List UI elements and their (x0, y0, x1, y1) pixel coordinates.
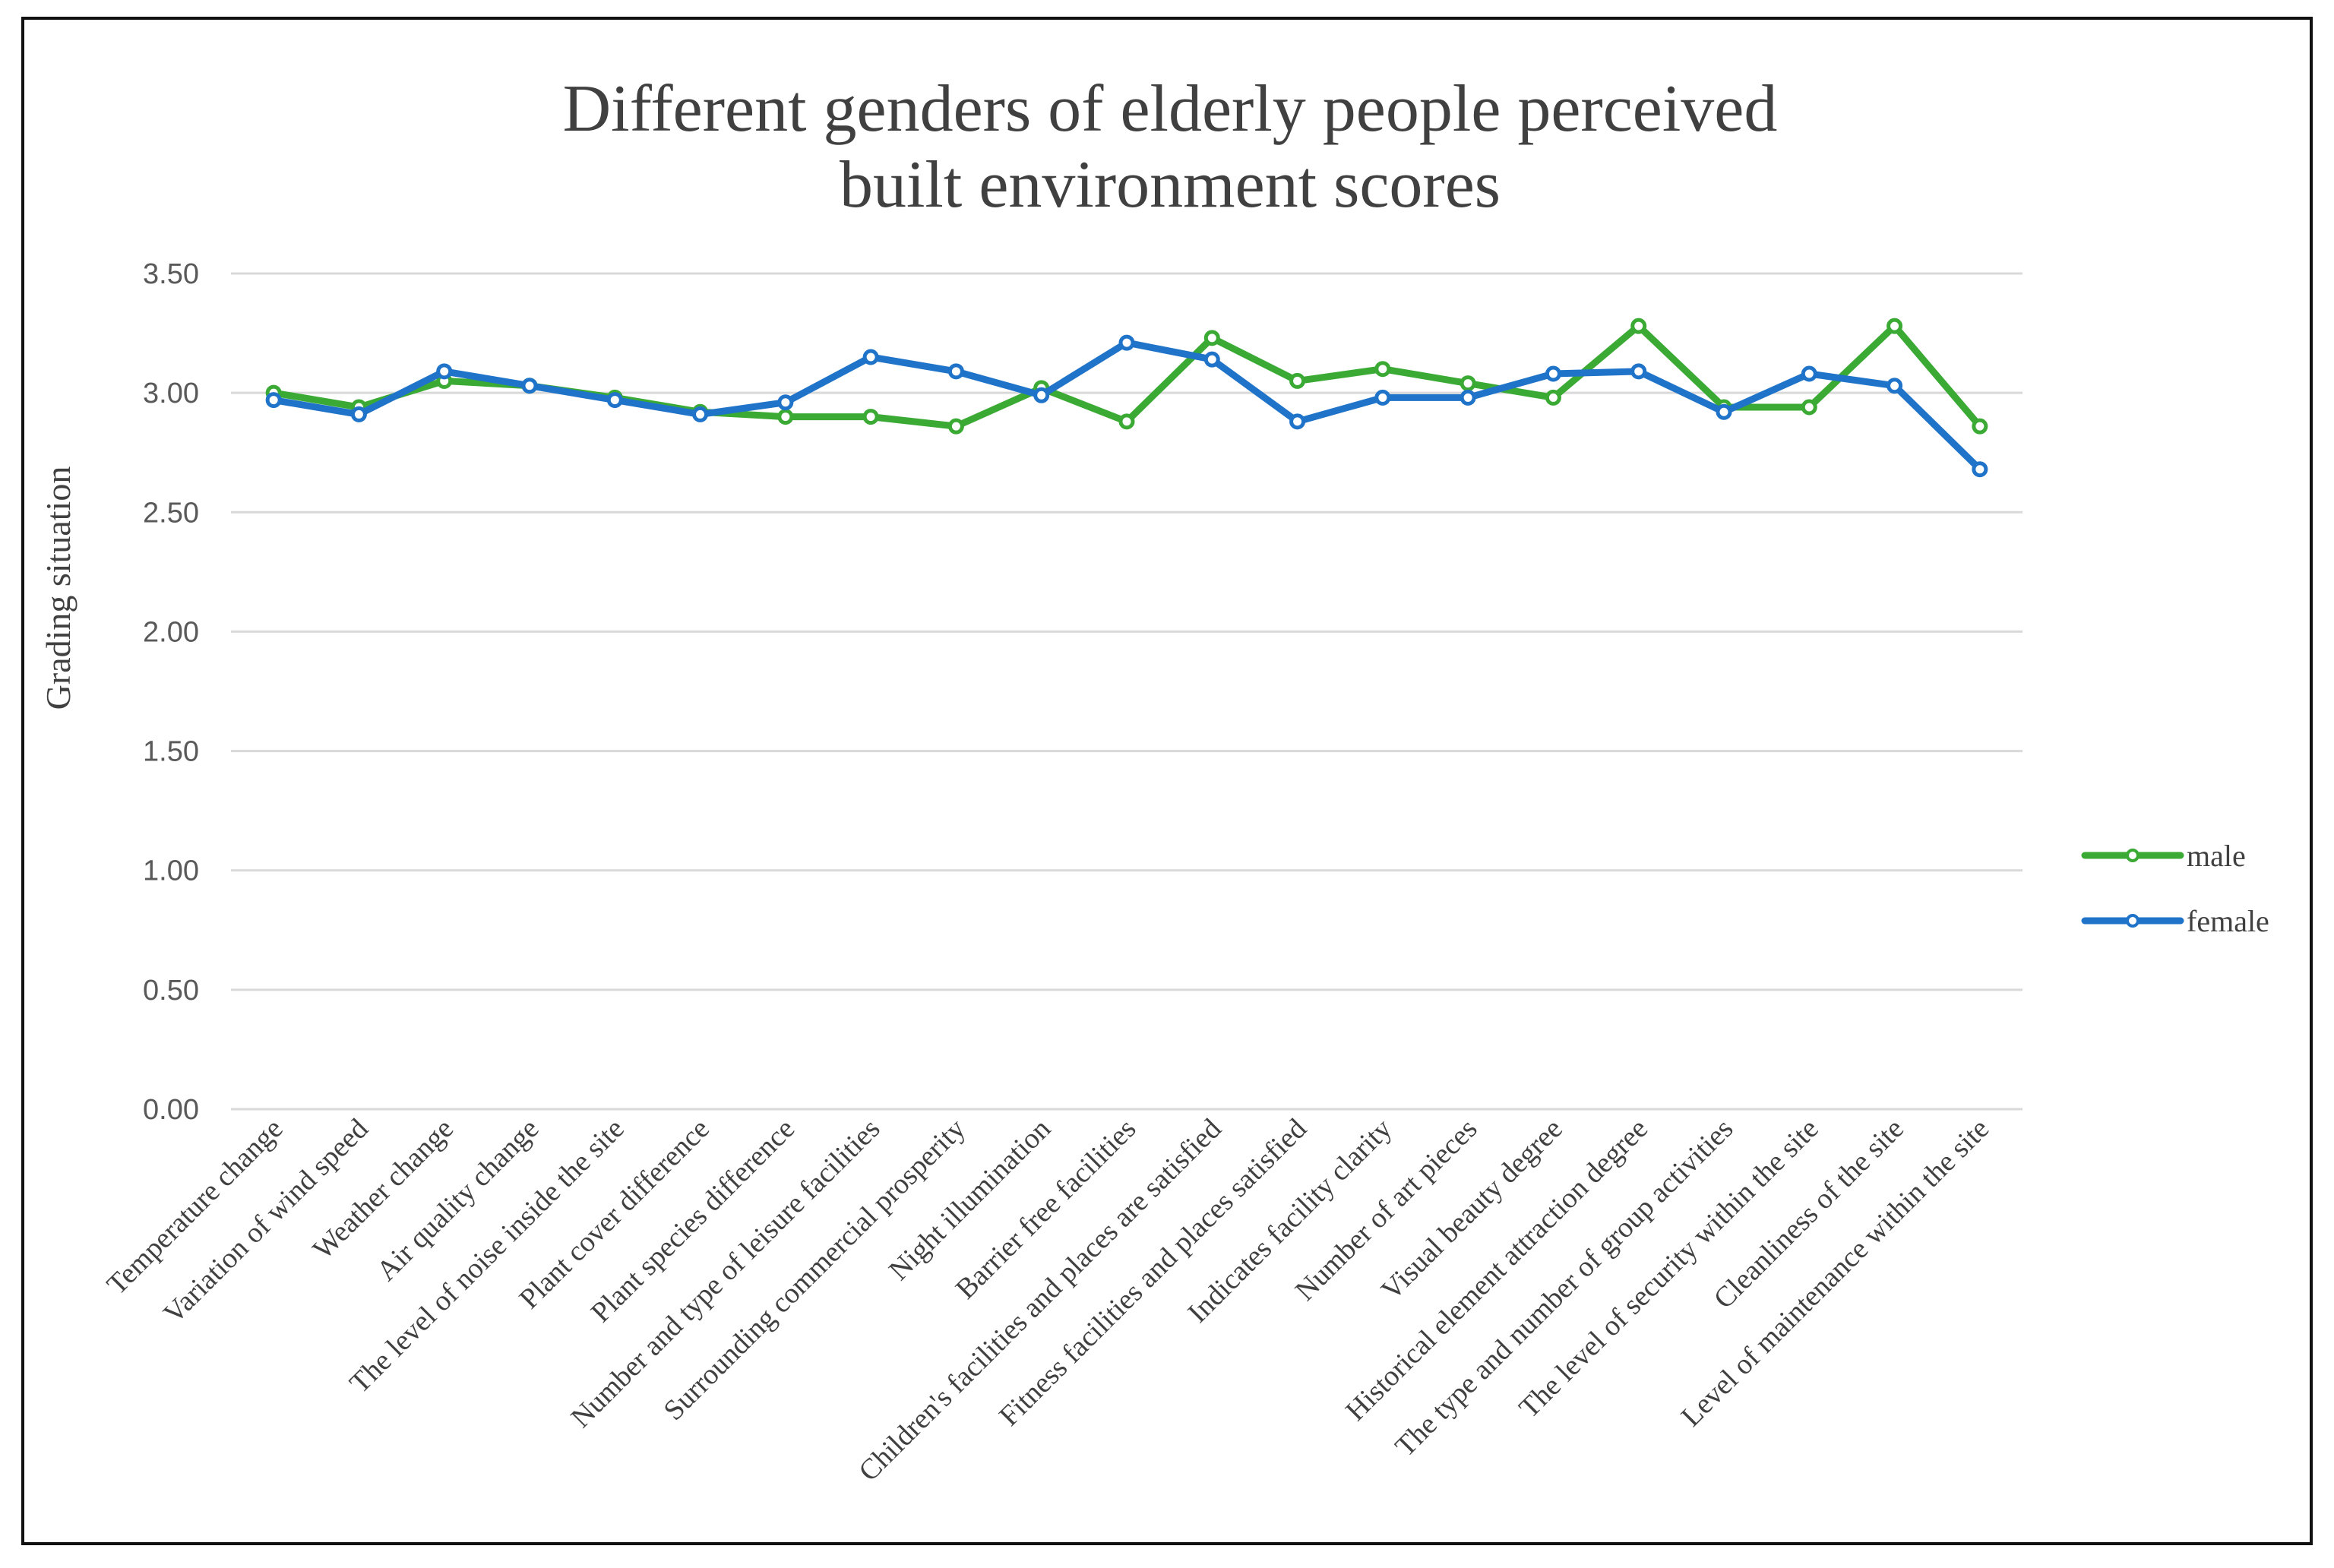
data-point-female (1460, 389, 1476, 406)
x-tick-label: Surrounding commercial prosperity (658, 1113, 972, 1427)
legend: male female (2081, 839, 2269, 938)
data-point-male (1630, 318, 1647, 334)
data-point-female (947, 363, 964, 380)
chart-title: Different genders of elderly people perc… (563, 72, 1778, 222)
data-point-female (692, 406, 709, 422)
data-point-female (1716, 403, 1732, 420)
y-tick-label: 3.50 (143, 258, 199, 290)
data-point-female (350, 406, 367, 422)
data-point-female (1118, 334, 1135, 351)
data-point-male (1545, 389, 1561, 406)
data-point-female (1374, 389, 1391, 406)
data-point-female (862, 349, 879, 365)
legend-item-female: female (2081, 904, 2269, 938)
y-axis-label: Grading situation (39, 466, 77, 710)
data-point-male (1118, 413, 1135, 430)
y-tick-label: 3.00 (143, 378, 199, 409)
data-point-male (1460, 375, 1476, 392)
legend-marker-female (2126, 914, 2140, 928)
data-point-male (947, 418, 964, 435)
legend-label-male: male (2187, 839, 2246, 873)
chart-title-line-1: Different genders of elderly people perc… (563, 72, 1778, 146)
data-point-female (436, 363, 453, 380)
legend-label-female: female (2187, 904, 2269, 938)
y-tick-label: 1.50 (143, 736, 199, 768)
data-point-male (1972, 418, 1988, 435)
data-point-female (1289, 413, 1306, 430)
x-tick-label: Level of maintenance within the site (1675, 1113, 1995, 1433)
data-point-female (777, 394, 794, 411)
data-point-male (862, 409, 879, 425)
data-point-male (777, 409, 794, 425)
y-tick-label: 2.50 (143, 497, 199, 529)
y-tick-label: 0.50 (143, 975, 199, 1007)
data-point-male (1289, 372, 1306, 389)
legend-marker-male (2126, 849, 2140, 862)
data-point-female (1972, 461, 1988, 478)
y-tick-label: 2.00 (143, 616, 199, 648)
y-axis-ticks: 0.00 0.50 1.00 1.50 2.00 2.50 3.00 3.50 (143, 258, 199, 1126)
data-point-male (1801, 399, 1817, 416)
data-point-male (1374, 361, 1391, 378)
data-point-male (1203, 330, 1220, 346)
series-lines (265, 318, 1988, 478)
data-point-female (1545, 365, 1561, 382)
x-tick-label: Night illumination (883, 1113, 1057, 1287)
y-tick-label: 1.00 (143, 855, 199, 887)
chart-title-line-2: built environment scores (840, 148, 1501, 222)
data-point-female (1630, 363, 1647, 380)
data-point-female (1801, 365, 1817, 382)
legend-item-male: male (2081, 839, 2246, 873)
x-tick-label: Fitness facilities and places satisfied (993, 1113, 1313, 1433)
data-point-female (265, 392, 282, 409)
x-tick-label: Number and type of leisure facilities (565, 1113, 887, 1434)
data-point-male (1886, 318, 1903, 334)
x-tick-label: Historical element attraction degree (1339, 1113, 1654, 1427)
y-tick-label: 0.00 (143, 1094, 199, 1126)
series-female (265, 334, 1988, 478)
data-point-female (606, 392, 623, 409)
data-point-female (1886, 378, 1903, 394)
data-point-female (1033, 387, 1050, 403)
data-point-female (1203, 351, 1220, 368)
x-tick-label: The level of security within the site (1513, 1113, 1824, 1424)
x-tick-label: Air quality change (371, 1113, 546, 1288)
data-point-female (521, 378, 538, 394)
chart-frame: Different genders of elderly people perc… (21, 17, 2313, 1545)
line-chart: Different genders of elderly people perc… (39, 72, 2269, 1487)
